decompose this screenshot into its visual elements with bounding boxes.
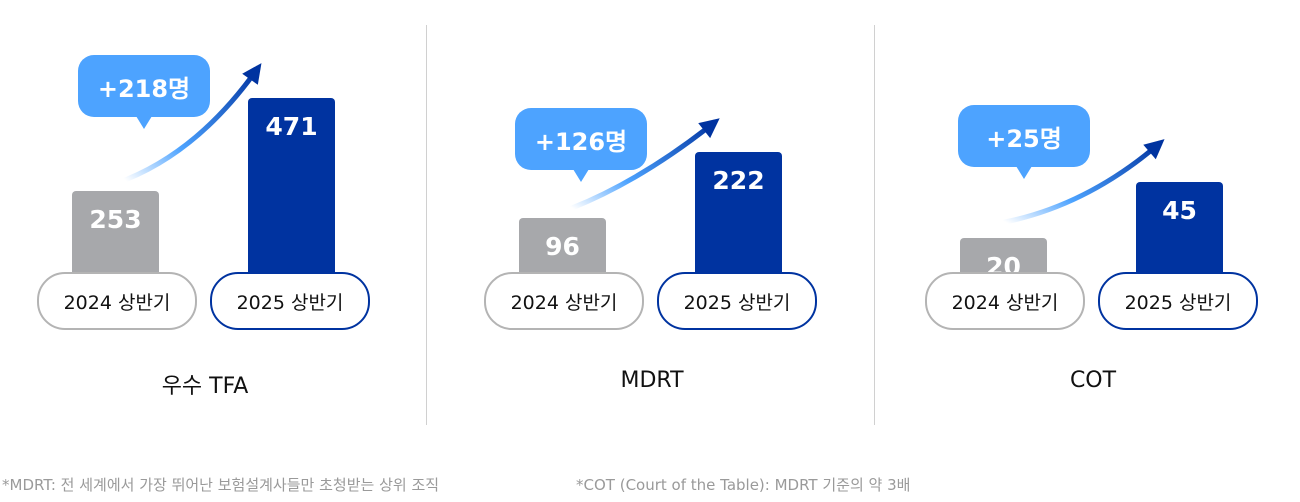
chart-title: MDRT [620,368,684,393]
arrowhead-icon [242,63,262,85]
chart-title: COT [1069,368,1117,393]
divider [874,25,875,425]
change-bubble: +25명 [958,105,1090,179]
category-label-current: 2025 상반기 [1098,272,1258,330]
chart-panel: 96 222 2024 상반기 2025 상반기 +126명 MDRT [447,0,887,440]
category-label-prev: 2024 상반기 [925,272,1085,330]
footnote-mdrt: *MDRT: 전 세계에서 가장 뛰어난 보험설계사들만 초청받는 상위 조직 [2,476,440,494]
bar-value: 96 [545,232,580,261]
growth-arrow-icon [569,118,720,211]
chart-title: 우수 TFA [161,374,249,399]
category-label-current: 2025 상반기 [210,272,370,330]
chart-panel: 253 471 2024 상반기 2025 상반기 +218명 우수 TFA [0,0,440,440]
divider [426,25,427,425]
growth-arrow-icon [1002,139,1165,225]
bar-value: 222 [712,166,765,195]
change-bubble: +218명 [78,55,210,129]
bar-value: 253 [89,205,142,234]
bar-value: 471 [265,112,318,141]
category-label-prev: 2024 상반기 [37,272,197,330]
bar-current: 471 [248,98,335,300]
footnote-cot: *COT (Court of the Table): MDRT 기준의 약 3배 [576,476,911,494]
category-label-current: 2025 상반기 [657,272,817,330]
arrowhead-icon [1143,139,1165,160]
category-label-prev: 2024 상반기 [484,272,644,330]
growth-arrow-icon [122,63,262,183]
change-bubble: +126명 [515,108,647,182]
bar-value: 45 [1162,196,1197,225]
arrowhead-icon [698,118,720,139]
chart-panel: 20 45 2024 상반기 2025 상반기 +25명 COT [888,0,1300,440]
